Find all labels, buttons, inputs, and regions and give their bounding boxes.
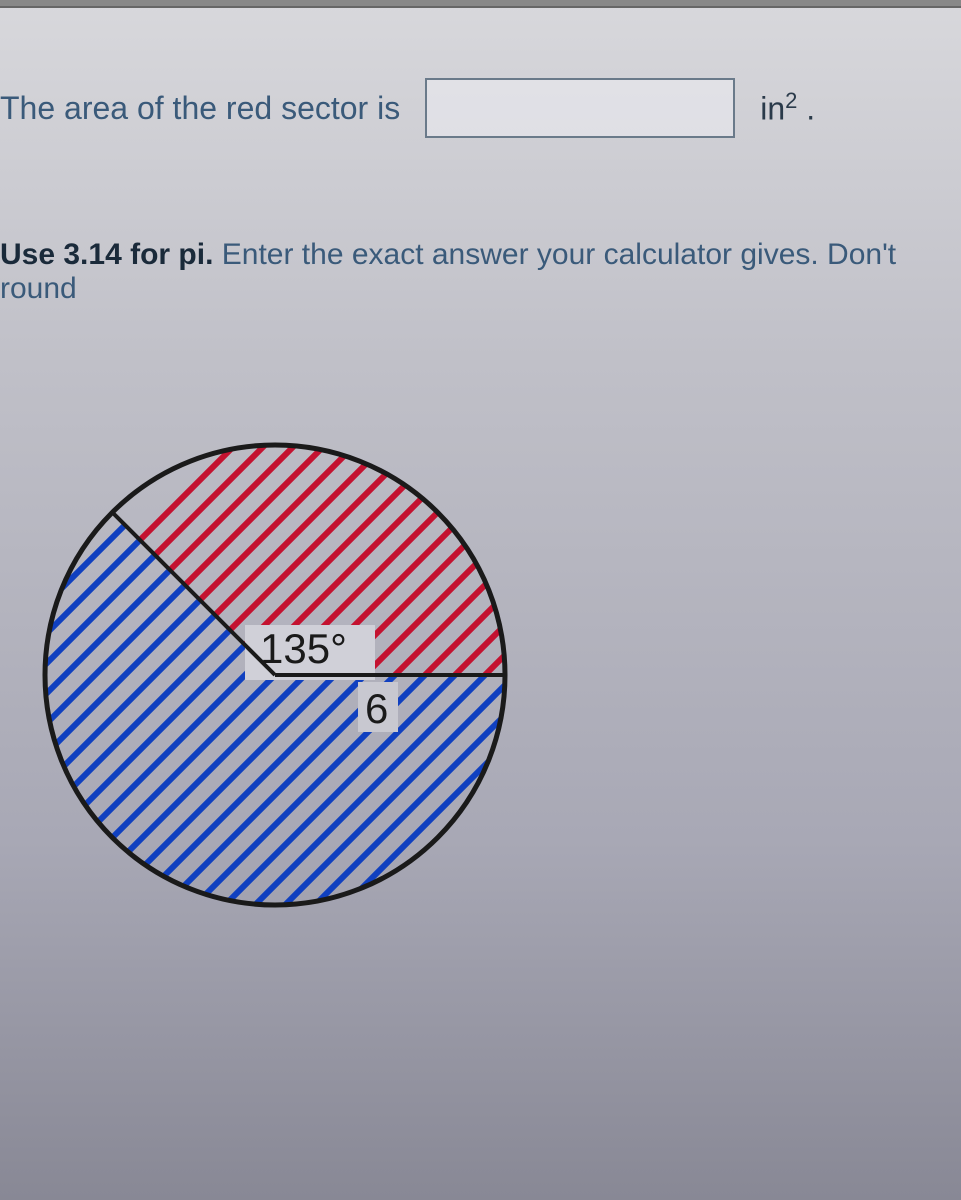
instruction-bold: Use 3.14 for pi. (0, 238, 213, 271)
radius-label: 6 (365, 685, 388, 733)
panel-top-border (0, 0, 961, 8)
radius-line-upper-left (112, 512, 275, 675)
circle-svg (30, 430, 520, 920)
instruction-text: Use 3.14 for pi. Enter the exact answer … (0, 138, 961, 306)
question-prompt: The area of the red sector is (0, 90, 400, 127)
question-panel: The area of the red sector is in2 . Use … (0, 0, 961, 1200)
unit-label: in2 . (760, 88, 815, 128)
answer-input[interactable] (425, 78, 735, 138)
question-row: The area of the red sector is in2 . (0, 8, 961, 138)
unit-period: . (797, 91, 815, 127)
angle-label: 135° (260, 625, 347, 673)
unit-base: in (760, 91, 785, 127)
unit-exponent: 2 (785, 88, 797, 113)
sector-diagram: 135° 6 (30, 430, 520, 920)
